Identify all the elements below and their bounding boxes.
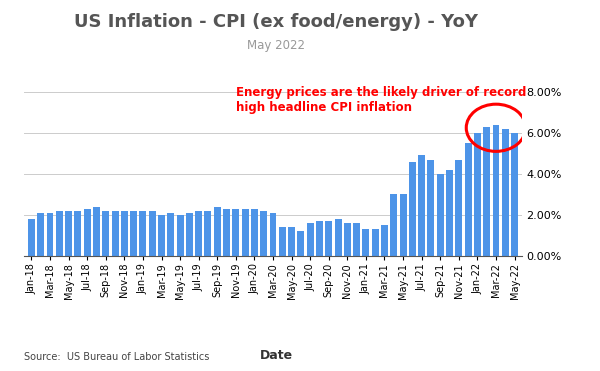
Bar — [474, 133, 481, 256]
Bar — [464, 143, 472, 256]
Bar — [381, 225, 388, 256]
Bar — [28, 219, 35, 256]
Bar — [139, 211, 146, 256]
Bar — [260, 211, 267, 256]
Bar — [93, 207, 100, 256]
Text: Energy prices are the likely driver of record
high headline CPI inflation: Energy prices are the likely driver of r… — [236, 86, 526, 114]
Bar — [307, 223, 314, 256]
Bar — [400, 194, 407, 256]
Text: US Inflation - CPI (ex food/energy) - YoY: US Inflation - CPI (ex food/energy) - Yo… — [74, 13, 478, 31]
Bar — [269, 213, 277, 256]
Bar — [232, 209, 239, 256]
Bar — [74, 211, 82, 256]
Bar — [37, 213, 44, 256]
Bar — [298, 232, 304, 256]
Bar — [149, 211, 156, 256]
Bar — [502, 129, 509, 256]
Bar — [102, 211, 109, 256]
Bar — [390, 194, 397, 256]
Bar — [335, 219, 341, 256]
Bar — [167, 213, 174, 256]
Bar — [176, 215, 184, 256]
Bar — [362, 229, 370, 256]
Bar — [223, 209, 230, 256]
Bar — [316, 221, 323, 256]
Bar — [47, 213, 53, 256]
Bar — [56, 211, 63, 256]
Bar — [158, 215, 165, 256]
Bar — [279, 227, 286, 256]
Text: Date: Date — [259, 349, 293, 362]
Bar — [372, 229, 379, 256]
Bar — [493, 125, 499, 256]
Bar — [437, 174, 444, 256]
Bar — [446, 170, 453, 256]
Bar — [288, 227, 295, 256]
Bar — [130, 211, 137, 256]
Bar — [483, 127, 490, 256]
Bar — [344, 223, 351, 256]
Bar — [325, 221, 332, 256]
Bar — [121, 211, 128, 256]
Bar — [65, 211, 72, 256]
Bar — [251, 209, 258, 256]
Bar — [195, 211, 202, 256]
Bar — [214, 207, 221, 256]
Bar — [455, 160, 463, 256]
Bar — [242, 209, 248, 256]
Bar — [83, 209, 91, 256]
Bar — [427, 160, 434, 256]
Bar — [353, 223, 360, 256]
Bar — [112, 211, 119, 256]
Text: Source:  US Bureau of Labor Statistics: Source: US Bureau of Labor Statistics — [24, 352, 209, 362]
Bar — [409, 162, 416, 256]
Bar — [205, 211, 211, 256]
Text: May 2022: May 2022 — [247, 39, 305, 52]
Bar — [186, 213, 193, 256]
Bar — [418, 155, 425, 256]
Bar — [511, 133, 518, 256]
